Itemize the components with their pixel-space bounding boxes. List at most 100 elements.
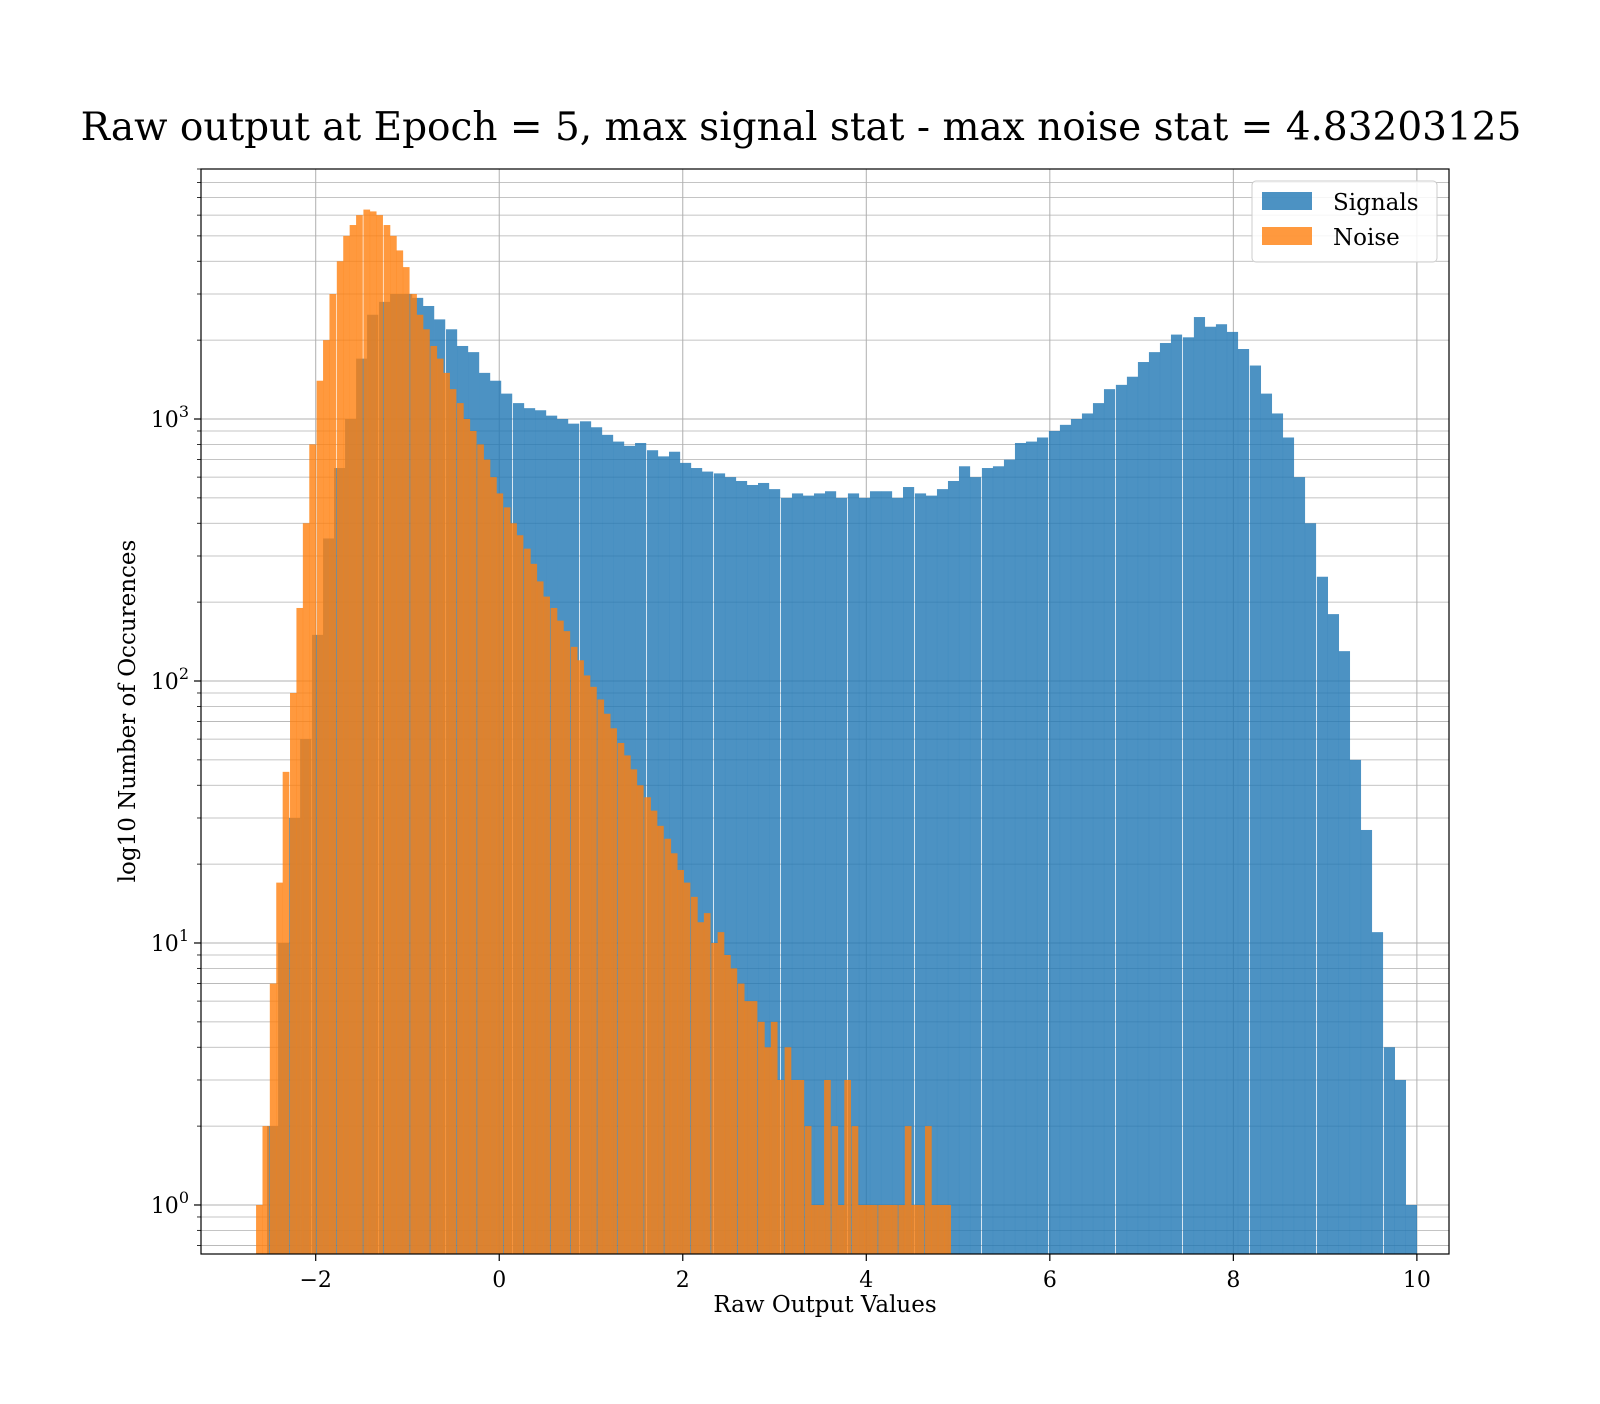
bar-noise — [436, 358, 444, 1254]
bar-signals — [969, 477, 982, 1254]
bar-signals — [1226, 331, 1239, 1254]
y-axis-label: log10 Number of Occurences — [115, 540, 141, 883]
legend-label-signals: Signals — [1333, 190, 1419, 216]
bar-noise — [269, 983, 277, 1254]
bar-signals — [680, 462, 692, 1254]
x-axis-label: Raw Output Values — [713, 1292, 936, 1318]
bar-noise — [750, 1001, 758, 1254]
bar-signals — [691, 468, 703, 1254]
bar-noise — [717, 932, 725, 1254]
bar-signals — [947, 480, 960, 1254]
bar-signals — [1249, 365, 1262, 1254]
bar-signals — [769, 489, 781, 1254]
bar-signals — [1092, 403, 1105, 1254]
bar-noise — [603, 713, 611, 1254]
bar-noise — [644, 797, 651, 1254]
bar-noise — [724, 954, 731, 1254]
bar-signals — [713, 473, 726, 1255]
bar-signals — [925, 495, 938, 1255]
bar-signals — [891, 497, 904, 1255]
bar-noise — [430, 345, 438, 1254]
bar-noise — [516, 535, 524, 1254]
bar-noise — [503, 507, 511, 1254]
bar-noise — [290, 692, 297, 1254]
bar-noise — [844, 1079, 851, 1254]
bar-signals — [1405, 1204, 1418, 1254]
bar-signals — [1170, 334, 1183, 1254]
bar-noise — [496, 493, 504, 1254]
bar-signals — [1193, 317, 1206, 1255]
bar-noise — [703, 913, 711, 1254]
bar-noise — [737, 983, 745, 1254]
bar-noise — [870, 1204, 878, 1254]
bar-signals — [735, 480, 748, 1254]
bar-noise — [636, 785, 644, 1254]
bar-noise — [858, 1204, 865, 1254]
bar-noise — [416, 314, 424, 1255]
bar-noise — [469, 430, 477, 1255]
bar-noise — [824, 1079, 831, 1254]
bar-signals — [1126, 376, 1139, 1254]
bar-noise — [483, 459, 491, 1255]
bar-signals — [914, 493, 927, 1254]
y-tick-label: 102 — [151, 664, 189, 695]
bar-signals — [1103, 389, 1116, 1254]
bar-signals — [1148, 352, 1161, 1254]
bar-signals — [1316, 576, 1329, 1254]
bar-signals — [669, 451, 681, 1254]
bar-noise — [550, 607, 558, 1254]
bar-noise — [837, 1204, 845, 1254]
y-tick-label: 101 — [151, 926, 189, 957]
bar-noise — [583, 675, 591, 1254]
bar-noise — [309, 444, 316, 1255]
bar-noise — [791, 1079, 798, 1254]
bar-noise — [683, 882, 691, 1254]
chart-title: Raw output at Epoch = 5, max signal stat… — [81, 105, 1522, 150]
x-tick-label: 0 — [492, 1268, 506, 1293]
bar-noise — [831, 1126, 839, 1254]
bar-signals — [1025, 441, 1038, 1254]
bar-signals — [992, 466, 1005, 1254]
bar-signals — [1036, 437, 1049, 1254]
bar-signals — [1059, 424, 1072, 1254]
bar-noise — [423, 329, 430, 1255]
series-noise — [256, 209, 951, 1255]
bar-noise — [530, 563, 538, 1254]
bar-signals — [903, 487, 915, 1255]
bar-signals — [1137, 362, 1150, 1254]
bar-noise — [343, 235, 350, 1255]
bar-noise — [363, 209, 371, 1254]
bar-signals — [1383, 1047, 1395, 1254]
bar-noise — [944, 1204, 951, 1254]
bar-noise — [804, 1126, 812, 1254]
bar-noise — [282, 771, 290, 1254]
bar-noise — [917, 1204, 925, 1254]
bar-signals — [802, 495, 815, 1255]
bar-noise — [524, 548, 531, 1254]
bar-signals — [813, 493, 826, 1254]
bar-noise — [570, 646, 578, 1254]
bar-noise — [777, 1079, 784, 1254]
x-tick-label: 6 — [1043, 1268, 1057, 1293]
bar-noise — [510, 523, 517, 1254]
y-tick-label-base: 10 — [151, 408, 179, 433]
y-tick-label-base: 10 — [151, 932, 179, 957]
legend-swatch-noise — [1262, 227, 1312, 245]
bar-signals — [1159, 343, 1172, 1254]
bar-signals — [1115, 384, 1128, 1254]
bar-noise — [711, 942, 718, 1254]
bar-noise — [349, 225, 357, 1255]
x-tick-label: −2 — [299, 1268, 331, 1293]
y-tick-label: 103 — [151, 402, 189, 433]
bar-noise — [610, 728, 617, 1254]
bar-noise — [811, 1204, 818, 1254]
bar-noise — [376, 215, 383, 1254]
bar-noise — [302, 523, 310, 1254]
bar-signals — [869, 491, 882, 1254]
bar-noise — [864, 1204, 872, 1254]
bar-noise — [449, 389, 457, 1254]
bar-noise — [590, 686, 597, 1254]
bar-noise — [443, 372, 450, 1254]
bar-signals — [825, 491, 837, 1254]
